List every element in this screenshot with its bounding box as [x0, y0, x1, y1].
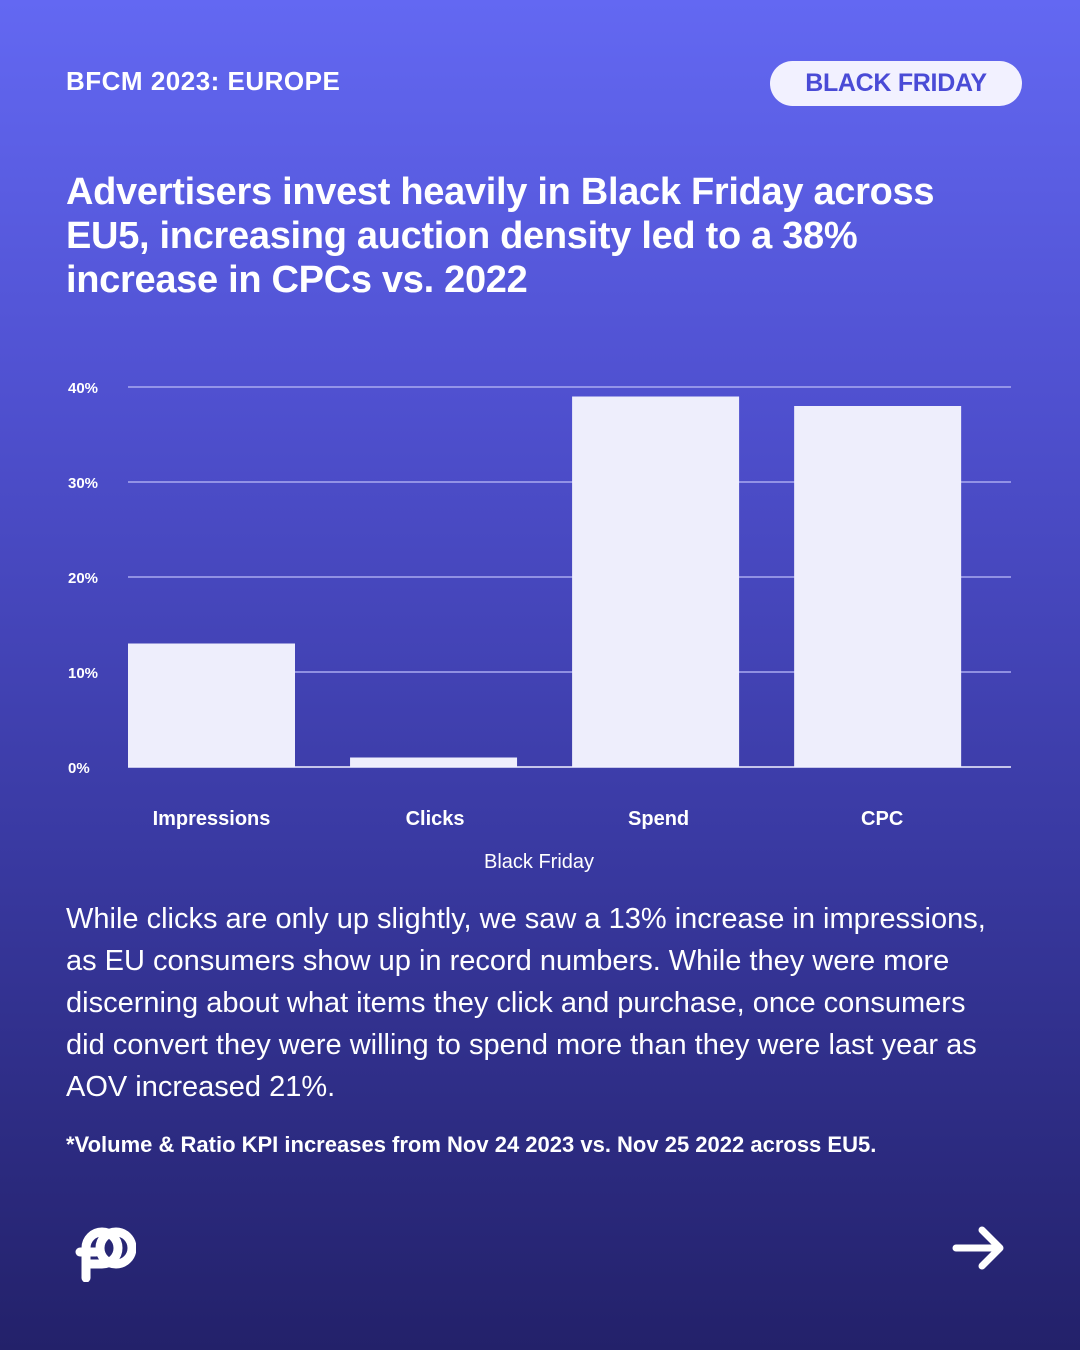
x-tick-label: Clicks: [406, 808, 465, 830]
brand-logo-icon: [75, 1227, 136, 1282]
x-tick-label: CPC: [861, 808, 903, 830]
y-tick-label: 40%: [68, 380, 98, 397]
bar-chart: 0% 10% 20% 30% 40% Impressions Clicks Spend CPC B…: [68, 380, 1011, 873]
x-tick-label: Spend: [628, 808, 689, 830]
x-axis-title: Black Friday: [484, 851, 594, 873]
section-kicker: BFCM 2023: EUROPE: [66, 66, 341, 96]
bar-impressions: [128, 643, 295, 767]
headline: Advertisers invest heavily in Black Frid…: [66, 171, 935, 301]
x-tick-label: Impressions: [153, 808, 271, 830]
y-tick-label: 20%: [68, 570, 98, 587]
y-tick-label: 30%: [68, 475, 98, 492]
y-tick-label: 10%: [68, 665, 98, 682]
y-tick-label: 0%: [68, 760, 90, 777]
bar-cpc: [794, 406, 962, 767]
black-friday-badge: BLACK FRIDAY: [770, 61, 1022, 106]
arrow-right-icon[interactable]: [950, 1224, 1008, 1272]
footnote: *Volume & Ratio KPI increases from Nov 2…: [66, 1132, 877, 1157]
bar-spend: [572, 396, 740, 767]
body-text: While clicks are only up slightly, we sa…: [66, 903, 986, 1103]
bar-clicks: [350, 757, 518, 767]
